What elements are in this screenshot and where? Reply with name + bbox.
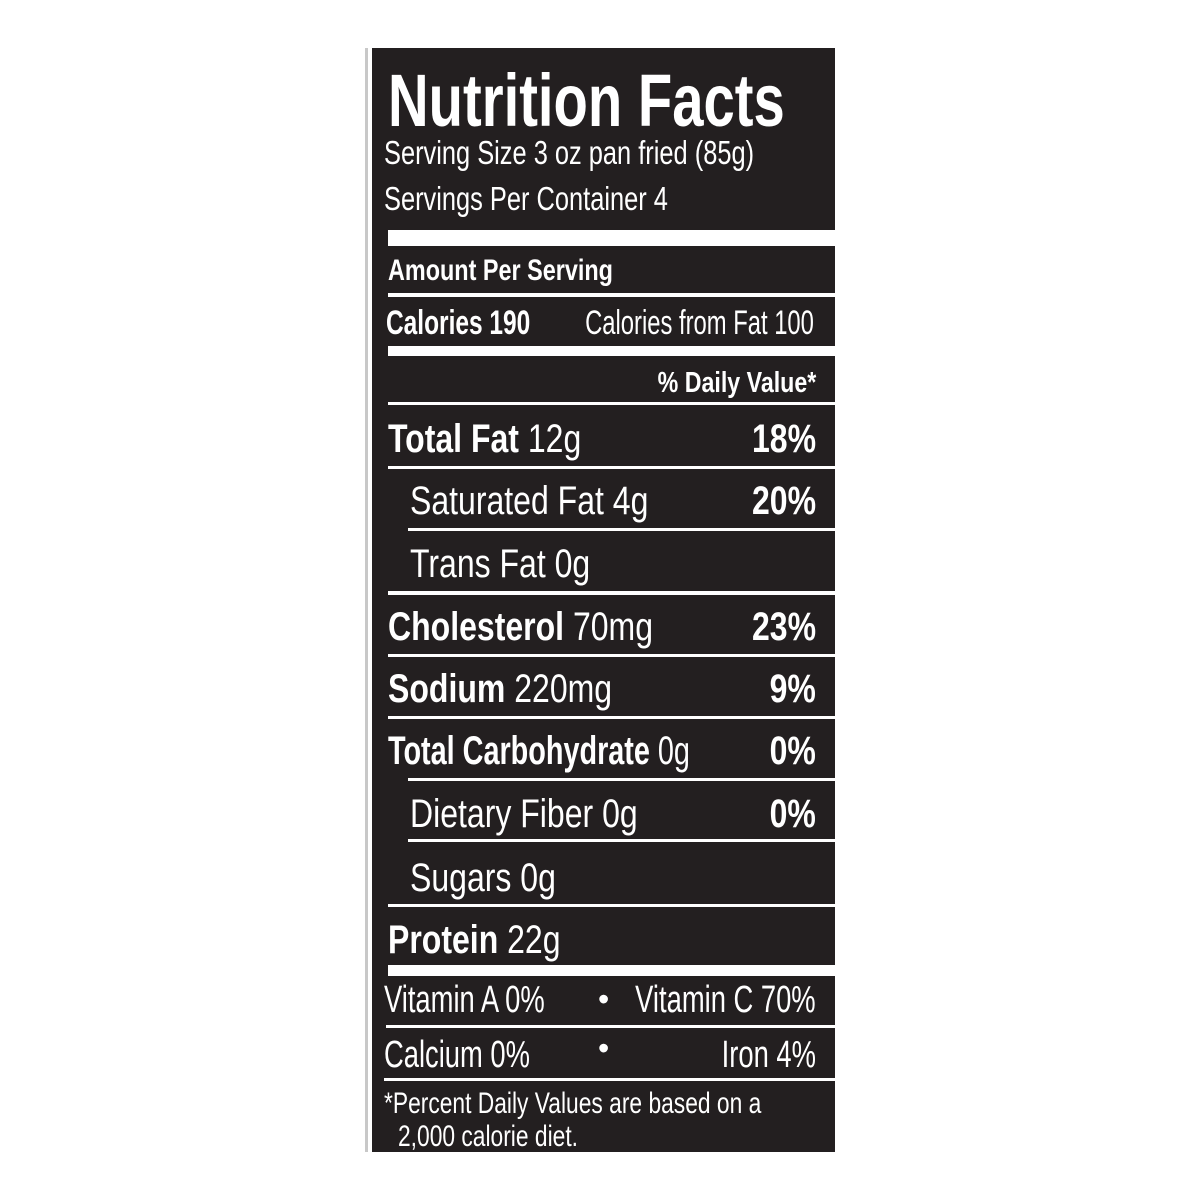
vitamin-a: Vitamin A 0% bbox=[384, 979, 545, 1021]
nutrient-amount: 4g bbox=[612, 479, 649, 523]
divider bbox=[388, 466, 1182, 469]
servings-per-container: Servings Per Container 4 bbox=[384, 180, 668, 217]
serving-size: Serving Size 3 oz pan fried (85g) bbox=[384, 134, 755, 171]
nutrient-amount: 22g bbox=[507, 918, 561, 962]
nutrient-cholesterol: Cholesterol 70mg bbox=[388, 607, 653, 647]
nutrient-dv: 20% bbox=[751, 479, 816, 523]
nutrient-dv: 23% bbox=[751, 605, 816, 649]
title: Nutrition Facts bbox=[388, 59, 785, 142]
nutrient-amount: 0g bbox=[602, 792, 638, 836]
nutrient-name: Cholesterol bbox=[388, 605, 565, 649]
nutrient-trans-fat: Trans Fat 0g bbox=[410, 544, 590, 584]
daily-value-header: % Daily Value* bbox=[657, 367, 816, 399]
nutrient-amount: 0g bbox=[520, 856, 556, 900]
divider bbox=[388, 654, 1182, 657]
nutrient-name: Sugars bbox=[410, 856, 512, 900]
nutrient-dietary-fiber: Dietary Fiber 0g bbox=[410, 794, 638, 834]
nutrient-name: Sodium bbox=[388, 667, 506, 711]
panel-edge bbox=[365, 48, 368, 1152]
divider bbox=[388, 402, 1182, 405]
divider bbox=[388, 293, 1182, 297]
calories: Calories 190 bbox=[386, 304, 531, 342]
nutrient-name: Total Fat bbox=[388, 417, 519, 461]
divider bbox=[408, 528, 1182, 531]
nutrient-name: Total Carbohydrate bbox=[388, 729, 650, 773]
divider bbox=[386, 1025, 1182, 1028]
nutrient-sugars: Sugars 0g bbox=[410, 858, 556, 898]
nutrient-total-carbohydrate: Total Carbohydrate 0g bbox=[388, 731, 690, 771]
nutrient-name: Trans Fat bbox=[410, 542, 546, 586]
nutrient-amount: 0g bbox=[554, 542, 591, 586]
nutrient-name: Saturated Fat bbox=[410, 479, 604, 523]
nutrient-saturated-fat: Saturated Fat 4g bbox=[410, 481, 648, 521]
nutrient-name: Protein bbox=[388, 918, 499, 962]
nutrient-amount: 0g bbox=[657, 729, 690, 773]
thick-divider bbox=[388, 965, 1182, 976]
thick-divider bbox=[388, 230, 1182, 246]
nutrient-name: Dietary Fiber bbox=[410, 792, 594, 836]
iron: Iron 4% bbox=[721, 1034, 816, 1076]
calcium: Calcium 0% bbox=[384, 1034, 530, 1076]
divider bbox=[408, 778, 1182, 781]
footnote-line-2: 2,000 calorie diet. bbox=[398, 1120, 578, 1153]
divider bbox=[384, 1078, 1182, 1081]
divider bbox=[408, 839, 1182, 842]
nutrient-amount: 12g bbox=[527, 417, 582, 461]
nutrient-dv: 0% bbox=[769, 729, 816, 773]
bullet: • bbox=[598, 981, 610, 1017]
nutrient-dv: 18% bbox=[751, 417, 816, 461]
nutrient-amount: 220mg bbox=[514, 667, 613, 711]
divider bbox=[388, 591, 1182, 595]
nutrient-total-fat: Total Fat 12g bbox=[388, 419, 581, 459]
divider bbox=[388, 904, 1182, 907]
nutrient-amount: 70mg bbox=[572, 605, 653, 649]
nutrient-dv: 0% bbox=[769, 792, 816, 836]
calories-from-fat: Calories from Fat 100 bbox=[585, 304, 814, 342]
bullet: • bbox=[598, 1030, 610, 1066]
footnote-line-1: *Percent Daily Values are based on a bbox=[384, 1087, 762, 1120]
nutrient-sodium: Sodium 220mg bbox=[388, 669, 612, 709]
vitamin-c: Vitamin C 70% bbox=[635, 979, 816, 1021]
divider bbox=[388, 716, 1182, 719]
nutrient-dv: 9% bbox=[769, 667, 816, 711]
nutrient-protein: Protein 22g bbox=[388, 920, 561, 960]
medium-divider bbox=[388, 346, 1182, 356]
amount-per-serving: Amount Per Serving bbox=[388, 254, 613, 287]
